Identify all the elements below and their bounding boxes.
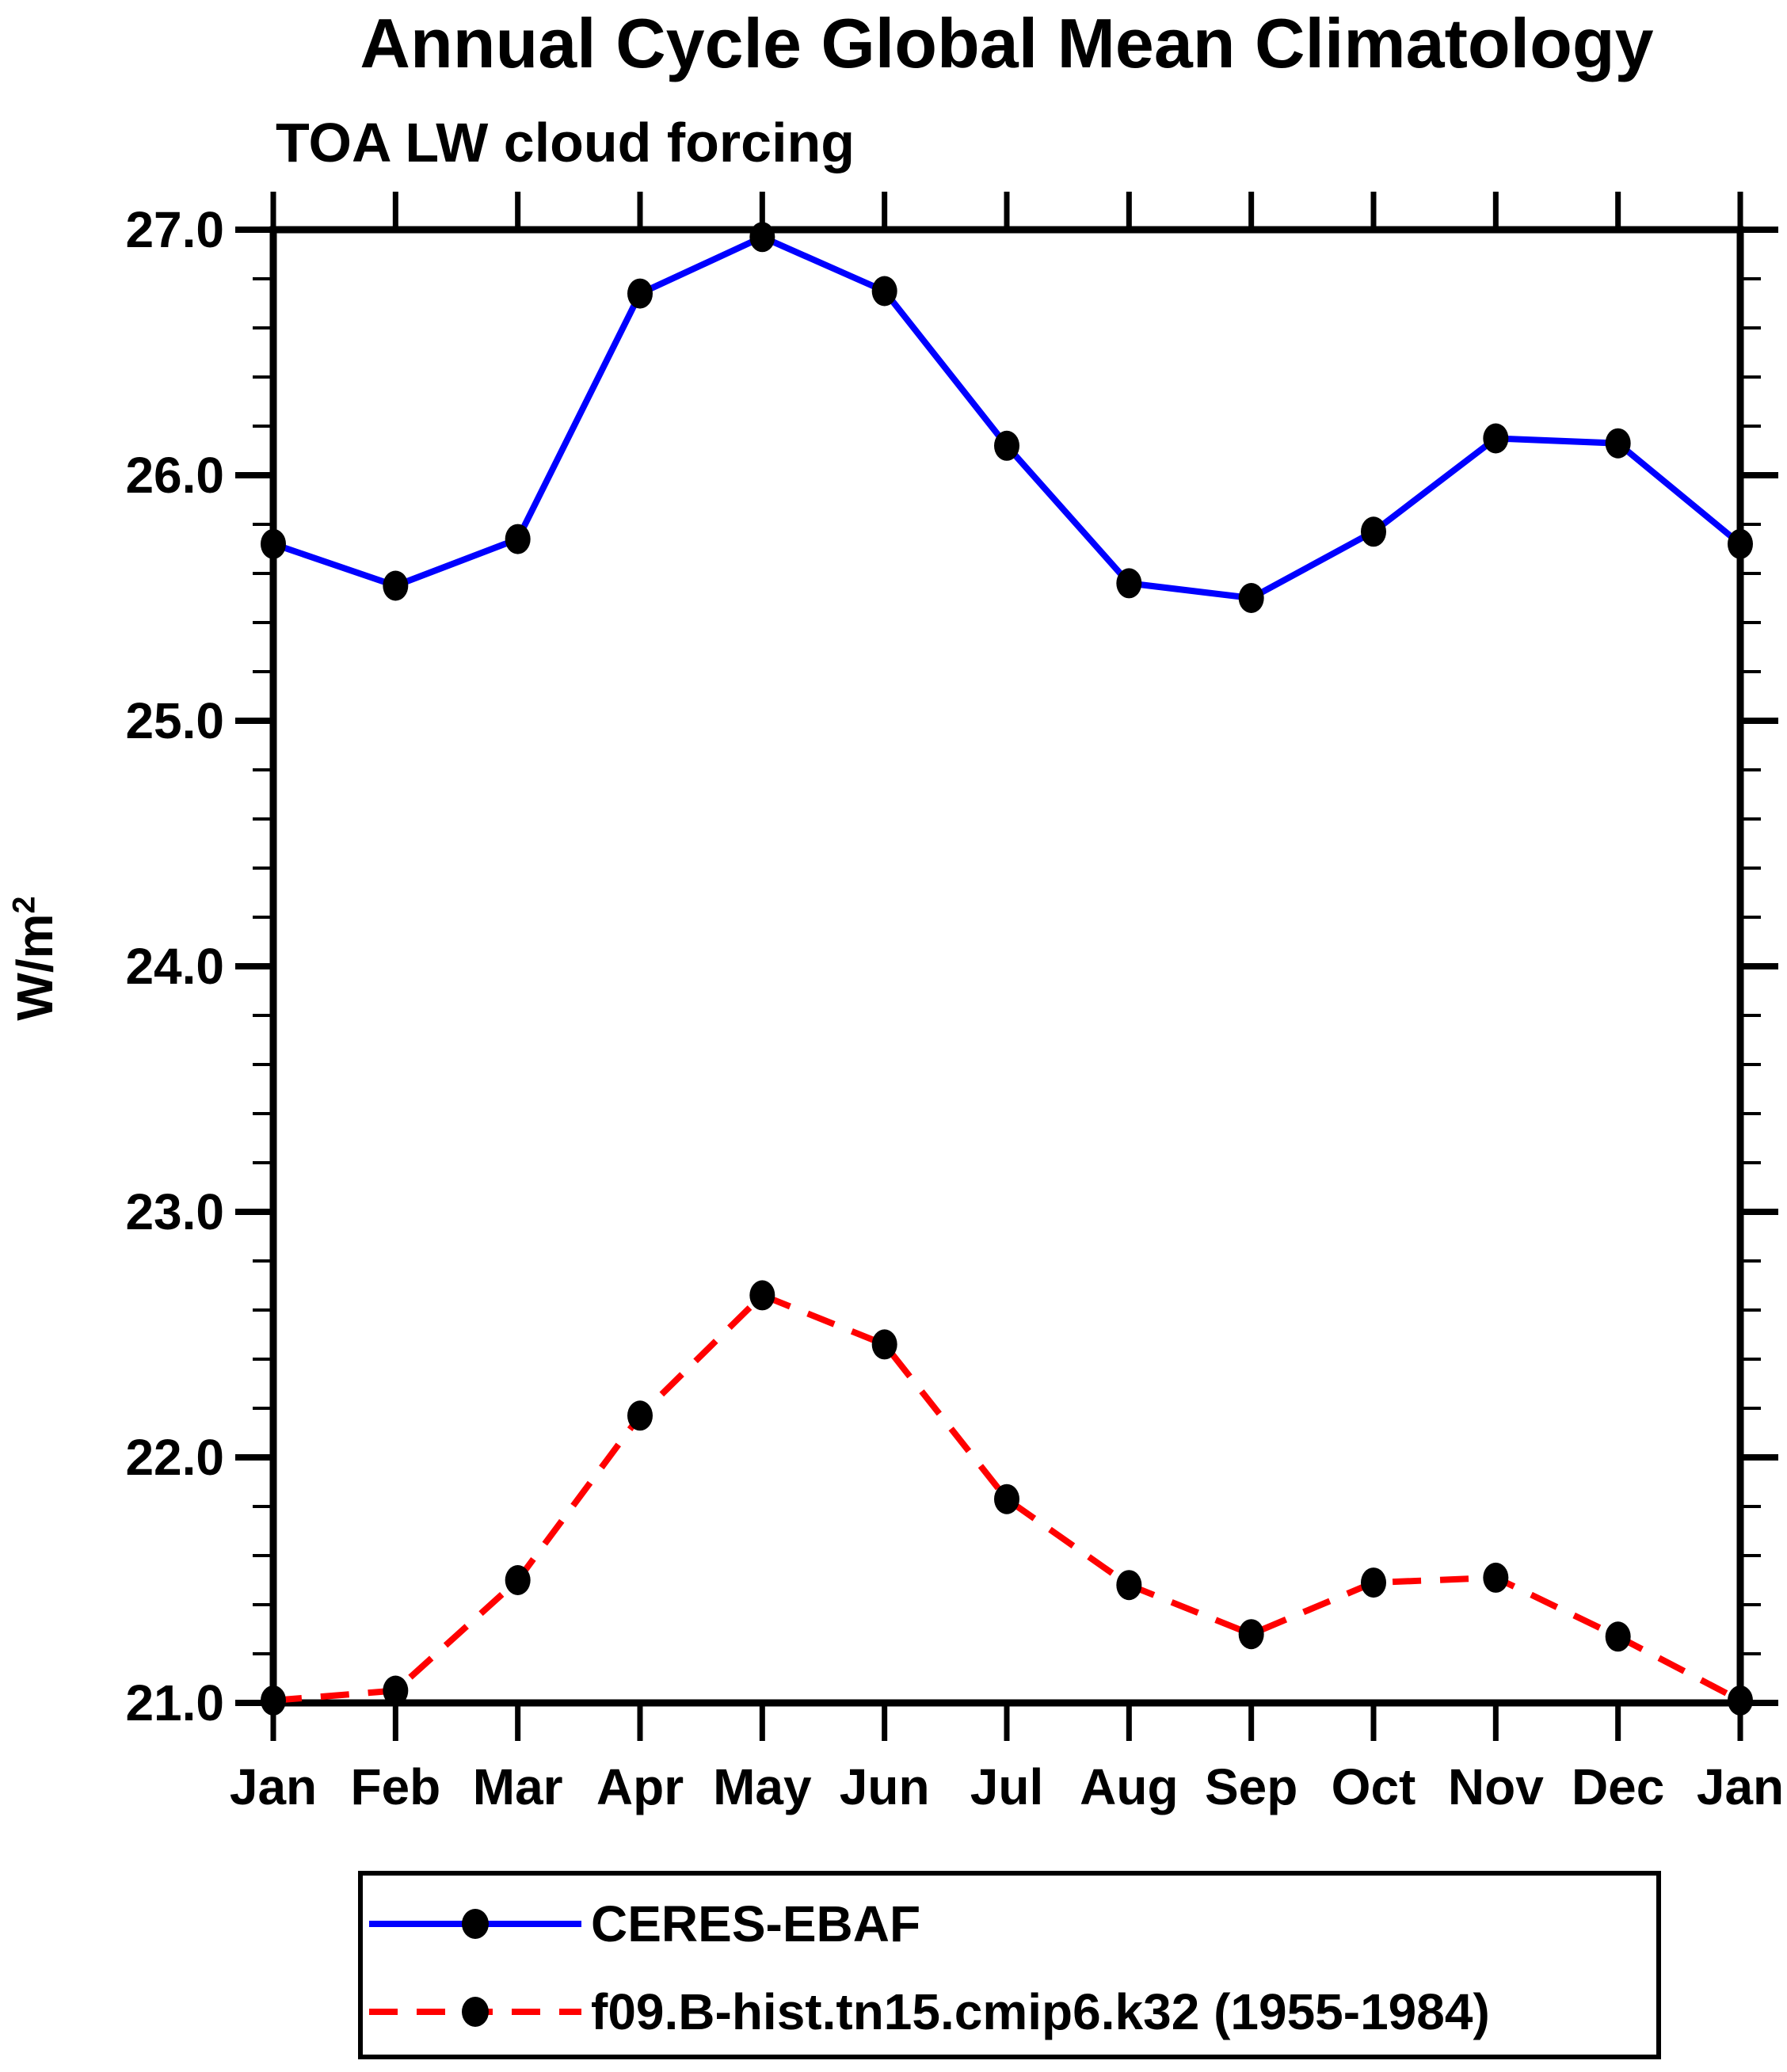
x-axis-label: Jul [970,1758,1043,1815]
data-point-marker [261,528,286,559]
data-point-marker [1605,1621,1631,1652]
data-point-marker [627,1400,653,1431]
x-axis-label: Aug [1080,1758,1178,1815]
x-axis-label: Sep [1205,1758,1297,1815]
data-point-marker [1361,1567,1386,1598]
data-point-marker [1483,423,1509,454]
y-axis-tick-label: 27.0 [125,201,224,258]
data-point-marker [871,1329,897,1360]
legend-item-ceres-ebaf: CERES-EBAF [369,1895,920,1952]
legend: CERES-EBAF f09.B-hist.tn15.cmip6.k32 (19… [358,1871,1661,2059]
legend-marker-dot [462,1997,489,2027]
y-axis-tick-label: 22.0 [125,1429,224,1486]
x-axis-label: Nov [1448,1758,1544,1815]
x-axis-label: Jun [840,1758,930,1815]
x-axis-label: Mar [473,1758,563,1815]
data-point-marker [1361,516,1386,547]
data-point-marker [749,222,775,253]
data-point-marker [871,276,897,307]
x-axis-label: Dec [1572,1758,1664,1815]
y-axis-unit-exponent: 2 [6,896,42,914]
data-point-marker [1483,1562,1509,1593]
data-point-marker [627,278,653,309]
data-point-marker [1605,428,1631,459]
y-axis-tick-label: 26.0 [125,447,224,504]
data-point-marker [749,1280,775,1311]
x-axis-label: May [713,1758,812,1815]
y-axis-tick-label: 21.0 [125,1674,224,1731]
data-point-marker [1238,583,1264,613]
legend-item-model-run: f09.B-hist.tn15.cmip6.k32 (1955-1984) [369,1983,1490,2040]
y-axis-tick-label: 23.0 [125,1183,224,1240]
data-point-marker [1238,1619,1264,1650]
x-axis-label: Oct [1332,1758,1416,1815]
legend-line-sample-dashed [369,1997,581,2027]
x-axis-label: Apr [596,1758,684,1815]
data-point-marker [505,1565,531,1595]
data-point-marker [1116,568,1142,599]
legend-line-sample-solid [369,1909,581,1939]
data-point-marker [1728,1685,1753,1716]
series-line-ceres-ebaf [272,233,1743,602]
chart-subtitle: TOA LW cloud forcing [276,112,855,173]
data-point-marker [994,1484,1019,1514]
data-point-marker [261,1685,286,1716]
y-axis-tick-label: 24.0 [125,938,224,995]
x-axis-label: Jan [1697,1758,1784,1815]
data-point-marker [505,524,531,554]
y-axis-tick-label: 25.0 [125,692,224,749]
legend-label-model-run: f09.B-hist.tn15.cmip6.k32 (1955-1984) [591,1983,1490,2040]
data-point-marker [1728,528,1753,559]
x-axis-label: Jan [230,1758,317,1815]
legend-marker-dot [462,1909,489,1939]
y-axis-label: W/m2 [6,896,64,1020]
data-point-marker [994,430,1019,461]
data-point-marker [383,1675,409,1706]
data-point-marker [1116,1570,1142,1601]
chart-title: Annual Cycle Global Mean Climatology [360,4,1654,82]
y-axis-unit: W/m [6,913,63,1021]
x-axis-label: Feb [350,1758,440,1815]
data-point-marker [383,570,409,601]
legend-label-ceres-ebaf: CERES-EBAF [591,1895,921,1952]
